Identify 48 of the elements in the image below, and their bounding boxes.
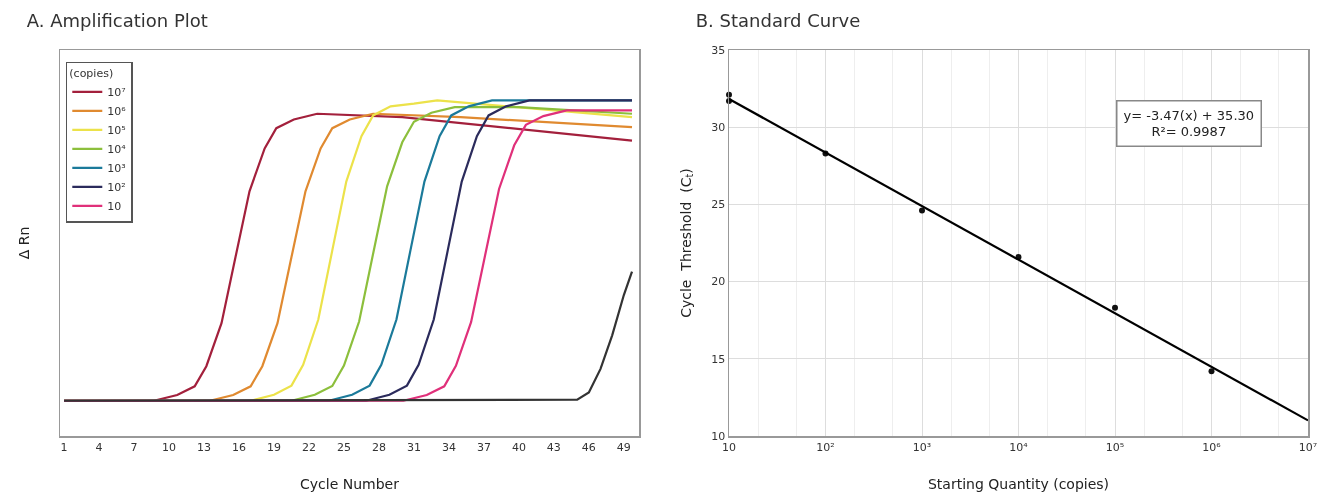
x-tick-label: 19 (266, 440, 281, 454)
x-tick-label: 10⁵ (1105, 440, 1125, 454)
point (1208, 368, 1215, 375)
y-tick-label: 30 (711, 121, 726, 135)
x-tick-label: 25 (336, 440, 351, 454)
x-tick-label: 31 (406, 440, 421, 454)
legend-label: 10² (107, 181, 126, 195)
y-tick-label: 15 (711, 352, 726, 366)
x-tick-label: 34 (441, 440, 456, 454)
x-tick-label: 13 (197, 440, 212, 454)
point (1112, 304, 1118, 311)
y-axis-title: Δ Rn (15, 226, 32, 260)
x-tick-label: 10 (162, 440, 177, 454)
y-tick-label: 25 (711, 198, 726, 212)
x-tick-label: 10⁷ (1298, 440, 1318, 454)
x-tick-label: 7 (130, 440, 138, 454)
x-tick-label: 16 (232, 440, 247, 454)
x-tick-label: 10⁴ (1009, 440, 1029, 454)
point (919, 207, 925, 214)
legend-label: 10³ (107, 162, 126, 176)
legend-label: 10⁴ (107, 143, 127, 157)
x-axis-title: Starting Quantity (copies) (927, 475, 1110, 492)
chart-title: A. Amplification Plot (26, 10, 208, 32)
x-tick-label: 49 (616, 440, 631, 454)
legend-label: 10⁷ (107, 86, 126, 100)
y-tick-label: 20 (711, 275, 726, 289)
legend-label: 10 (107, 200, 122, 214)
x-tick-label: 22 (301, 440, 316, 454)
legend-label: 10⁵ (107, 124, 126, 138)
x-tick-label: 10³ (912, 440, 932, 454)
x-tick-label: 46 (581, 440, 596, 454)
chart-title: B. Standard Curve (695, 10, 861, 32)
x-tick-label: 43 (546, 440, 561, 454)
x-axis-title: Cycle Number (300, 475, 400, 492)
y-tick-label: 35 (711, 43, 726, 57)
x-tick-label: 10⁶ (1202, 440, 1222, 454)
y-tick-label: 10 (711, 429, 726, 443)
annotation: y= -3.47(x) + 35.30 (1123, 107, 1255, 123)
x-tick-label: 1 (60, 440, 68, 454)
x-tick-label: 10² (816, 440, 835, 454)
x-tick-label: 10 (722, 440, 736, 454)
annotation: R²= 0.9987 (1151, 124, 1227, 140)
x-tick-label: 40 (511, 440, 526, 454)
x-tick-label: 28 (371, 440, 386, 454)
x-tick-label: 4 (95, 440, 103, 454)
legend-title: (copies) (69, 67, 114, 81)
legend-label: 10⁶ (107, 105, 127, 119)
x-tick-label: 37 (476, 440, 491, 454)
